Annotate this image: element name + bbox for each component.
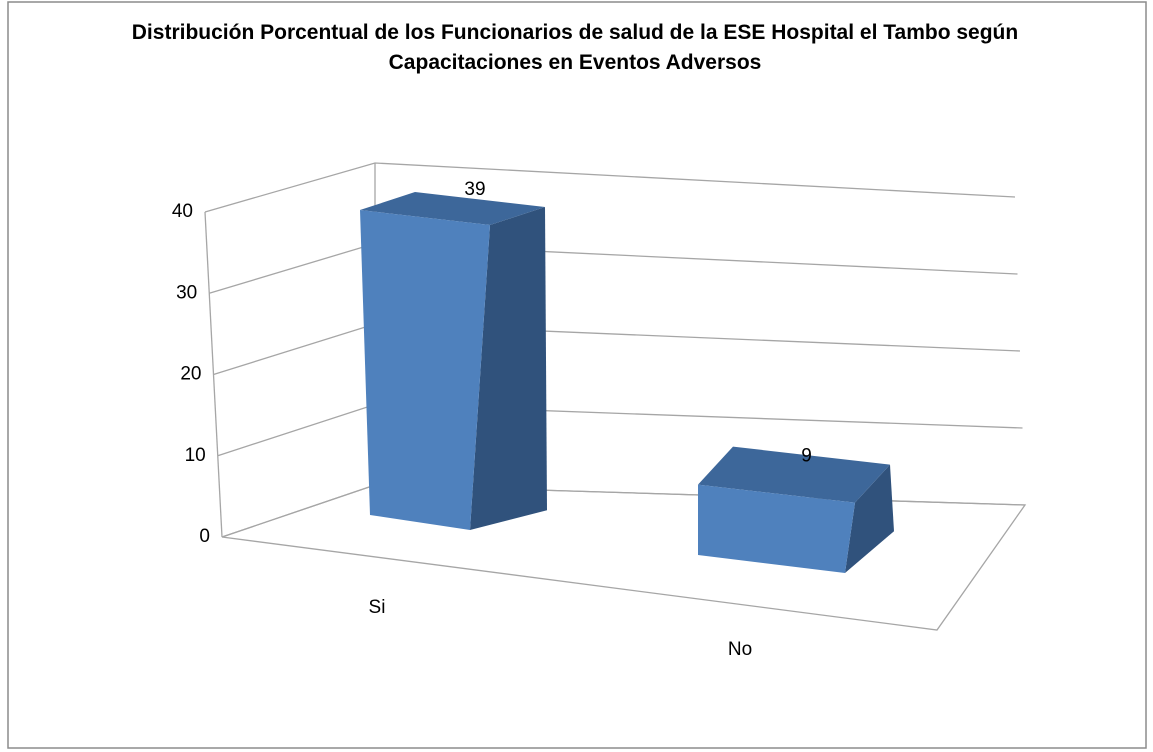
data-label: 39 bbox=[464, 179, 485, 200]
grid-line bbox=[221, 484, 1026, 538]
frame bbox=[7, 1, 1147, 749]
bar-top bbox=[698, 446, 890, 503]
x-tick-label: Si bbox=[369, 597, 386, 618]
bar bbox=[360, 210, 490, 530]
floor bbox=[221, 484, 1027, 631]
chart-title: Distribución Porcentual de los Funcionar… bbox=[131, 21, 1019, 74]
grid-line bbox=[209, 242, 1018, 294]
bar bbox=[698, 484, 855, 573]
y-tick-label: 20 bbox=[180, 364, 201, 385]
bar-side bbox=[845, 464, 894, 573]
y-tick-label: 40 bbox=[172, 201, 193, 222]
y-tick-label: 0 bbox=[199, 526, 210, 547]
data-label: 9 bbox=[801, 446, 812, 467]
y-tick-label: 30 bbox=[176, 282, 197, 303]
grid-line bbox=[204, 162, 1016, 213]
bar-side bbox=[470, 207, 547, 530]
bar-top bbox=[360, 192, 545, 226]
grid-line bbox=[217, 403, 1023, 457]
x-tick-label: No bbox=[728, 639, 752, 660]
grid-line bbox=[213, 323, 1021, 376]
y-tick-label: 10 bbox=[185, 445, 206, 466]
